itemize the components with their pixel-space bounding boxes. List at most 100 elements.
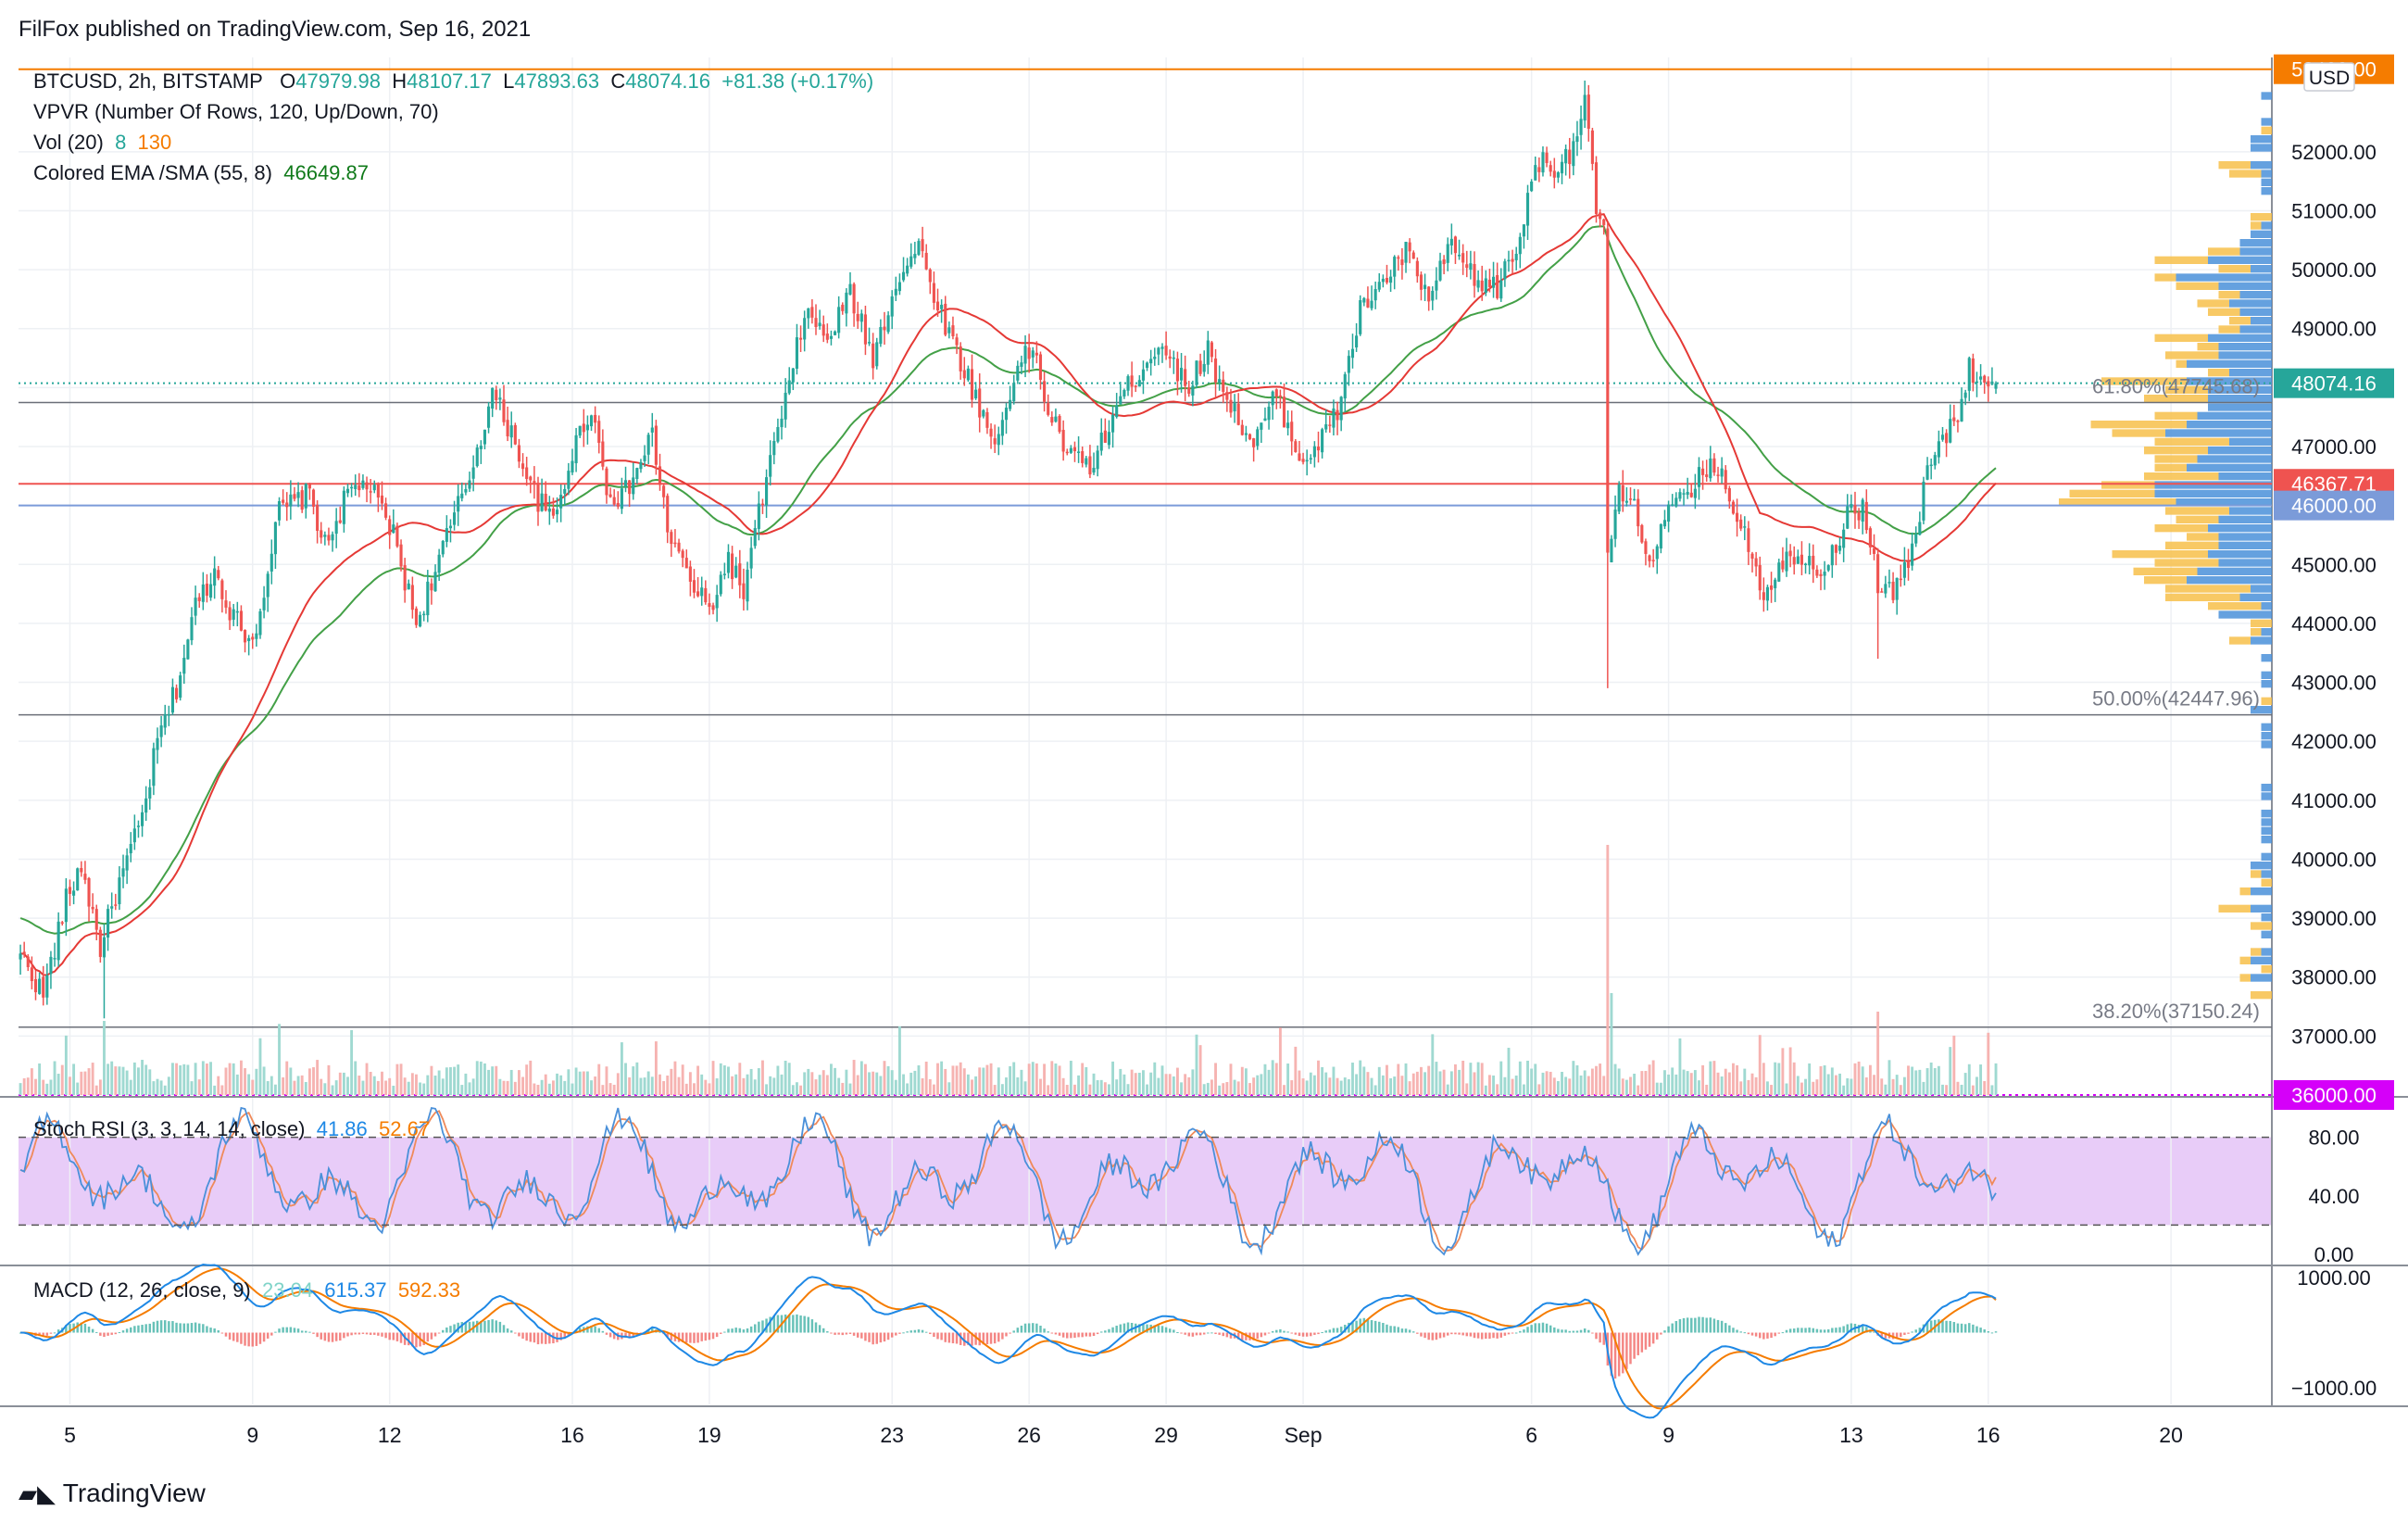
candle-body	[944, 303, 947, 335]
macd-histogram-bar	[1351, 1321, 1354, 1333]
vpvr-bar-up	[2187, 463, 2272, 472]
macd-histogram-bar	[130, 1327, 132, 1333]
high-label: H	[392, 69, 408, 93]
macd-histogram-bar	[1728, 1325, 1731, 1333]
volume-bar	[696, 1065, 700, 1095]
candle-body	[282, 499, 285, 503]
macd-histogram-bar	[1412, 1331, 1415, 1333]
volume-bar	[1864, 1077, 1868, 1095]
macd-legend[interactable]: MACD (12, 26, close, 9) 23.04 615.37 592…	[33, 1278, 460, 1303]
tradingview-logo[interactable]: ▰◣ TradingView	[19, 1479, 206, 1508]
volume-bar	[1655, 1082, 1659, 1095]
vpvr-bar-down	[2261, 878, 2272, 887]
macd-histogram-bar	[53, 1332, 56, 1334]
macd-histogram-bar	[1724, 1323, 1727, 1333]
volume-bar	[1164, 1074, 1168, 1095]
volume-legend[interactable]: Vol (20) 8 130	[33, 131, 171, 155]
volume-bar	[529, 1060, 533, 1095]
ema-legend[interactable]: Colored EMA /SMA (55, 8) 46649.87	[33, 161, 369, 185]
close-label: C	[610, 69, 626, 93]
candle-body	[867, 342, 872, 344]
volume-bar	[722, 1065, 726, 1095]
candle-body	[1830, 545, 1834, 566]
macd-histogram-bar	[1747, 1332, 1750, 1335]
macd-histogram-bar	[1009, 1332, 1011, 1334]
macd-histogram-bar	[422, 1332, 425, 1345]
volume-bar	[551, 1080, 555, 1095]
volume-bar	[567, 1069, 571, 1095]
vpvr-label: VPVR (Number Of Rows, 120, Up/Down, 70)	[33, 100, 439, 123]
volume-bar	[1963, 1073, 1967, 1095]
candle-body	[1925, 465, 1929, 480]
macd-histogram-bar	[1537, 1323, 1541, 1333]
low-value: 47893.63	[514, 69, 600, 93]
volume-bar	[962, 1068, 966, 1095]
stoch-legend[interactable]: Stoch RSI (3, 3, 14, 14, close) 41.86 52…	[33, 1117, 430, 1141]
candle-body	[1020, 362, 1023, 367]
candle-body	[1415, 260, 1419, 277]
macd-histogram-bar	[1012, 1330, 1015, 1333]
candle-body	[928, 269, 932, 283]
symbol-legend[interactable]: BTCUSD, 2h, BITSTAMP O47979.98 H48107.17…	[33, 69, 873, 94]
volume-bar	[300, 1075, 304, 1095]
close-value: 48074.16	[625, 69, 711, 93]
volume-bar	[662, 1081, 666, 1095]
volume-bar	[936, 1063, 939, 1095]
low-label: L	[503, 69, 515, 93]
volume-bar	[1458, 1069, 1461, 1095]
macd-histogram-bar	[1016, 1328, 1020, 1333]
volume-bar	[1260, 1074, 1263, 1095]
volume-bar	[574, 1067, 578, 1095]
macd-histogram-bar	[19, 1332, 22, 1334]
macd-histogram-bar	[87, 1327, 91, 1333]
candle-body	[1594, 162, 1599, 214]
macd-histogram-bar	[209, 1328, 212, 1333]
volume-bar	[1294, 1046, 1298, 1095]
stoch-tick-label: 40.00	[2308, 1185, 2359, 1208]
candle-body	[1290, 422, 1294, 442]
macd-histogram-bar	[430, 1332, 433, 1340]
volume-bar	[879, 1076, 883, 1095]
macd-signal-line	[20, 1267, 1997, 1410]
macd-histogram-bar	[1963, 1324, 1967, 1333]
macd-histogram-bar	[1146, 1324, 1148, 1333]
volume-bar	[1979, 1064, 1983, 1095]
macd-histogram-bar	[141, 1325, 144, 1333]
macd-histogram-bar	[357, 1332, 361, 1335]
volume-bar	[1324, 1072, 1328, 1095]
macd-histogram-bar	[1241, 1332, 1244, 1340]
candle-body	[483, 429, 487, 445]
macd-histogram-bar	[1173, 1329, 1175, 1333]
candle-body	[658, 466, 662, 485]
macd-histogram-bar	[1473, 1332, 1476, 1339]
macd-histogram-bar	[1450, 1332, 1453, 1335]
candle-body	[1990, 381, 1994, 384]
vpvr-bar-down	[2187, 533, 2219, 541]
macd-histogram-bar	[350, 1332, 353, 1336]
macd-histogram-bar	[343, 1332, 345, 1339]
candle-body	[486, 406, 491, 428]
volume-bar	[1256, 1075, 1260, 1095]
macd-histogram-bar	[83, 1323, 87, 1333]
macd-histogram-bar	[1686, 1317, 1689, 1333]
candle-body	[799, 337, 803, 340]
macd-histogram-bar	[955, 1332, 959, 1344]
volume-bar	[247, 1074, 251, 1095]
volume-bar	[1689, 1073, 1693, 1095]
vpvr-bar-down	[2112, 550, 2208, 559]
candle-body	[1868, 528, 1872, 548]
volume-bar	[1233, 1079, 1236, 1095]
volume-bar	[384, 1080, 388, 1095]
time-tick-label: 23	[880, 1423, 904, 1447]
candle-body	[917, 241, 921, 255]
macd-histogram-bar	[1918, 1328, 1922, 1333]
candle-body	[64, 888, 68, 923]
candle-body	[1781, 560, 1785, 570]
macd-histogram-bar	[1949, 1320, 1951, 1333]
volume-bar	[1503, 1076, 1507, 1095]
candle-body	[1564, 148, 1568, 164]
volume-bar	[262, 1066, 266, 1095]
candle-body	[1967, 358, 1971, 391]
vpvr-legend[interactable]: VPVR (Number Of Rows, 120, Up/Down, 70)	[33, 100, 439, 124]
